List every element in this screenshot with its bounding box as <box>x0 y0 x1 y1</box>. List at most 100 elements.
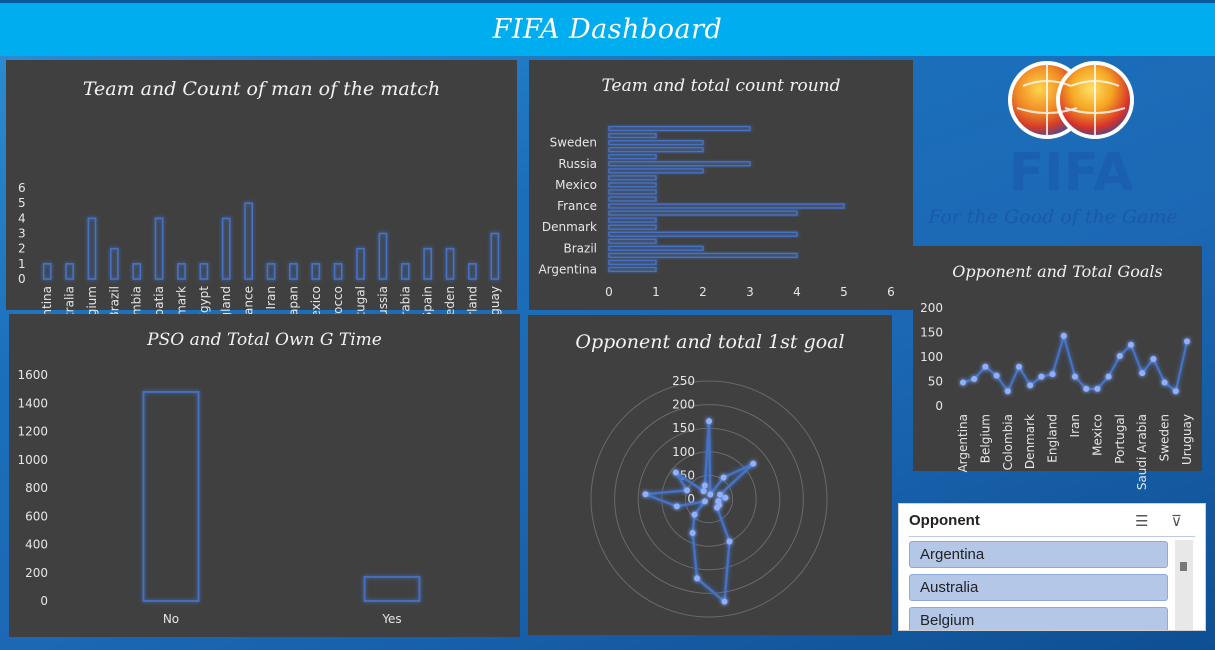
chart-panel-first-goal[interactable]: Opponent and total 1st goal 0 50 100 150 200… <box>528 315 892 635</box>
bar <box>608 147 704 153</box>
data-point <box>1184 338 1190 345</box>
x-tick-label: 6 <box>887 285 895 299</box>
x-tick-label: 3 <box>746 285 754 299</box>
slicer-item-belgium[interactable]: Belgium <box>909 607 1168 630</box>
y-tick-label: 1200 <box>17 425 48 439</box>
y-tick-label: 5 <box>18 196 26 210</box>
chart-title: Opponent and Total Goals <box>952 262 1163 281</box>
opponent-slicer[interactable]: Opponent ☰ ⊽ Argentina Australia Belgium <box>898 503 1206 631</box>
x-tick-label: 2 <box>699 285 707 299</box>
data-point <box>1139 370 1146 377</box>
data-point <box>1027 382 1034 389</box>
y-tick-label: Denmark <box>542 220 597 234</box>
data-point <box>971 376 978 383</box>
x-tick-label: Argentina <box>956 414 970 473</box>
chart-panel-pso-own-goal-time[interactable]: PSO and Total Own G Time 0 200 400 600 800 10… <box>9 314 520 637</box>
dashboard-header: FIFA Dashboard <box>0 0 1215 56</box>
data-point <box>721 598 728 605</box>
bar <box>608 252 798 259</box>
data-point <box>1004 388 1011 395</box>
data-point <box>1049 371 1056 378</box>
data-point <box>1116 353 1123 360</box>
chart-panel-count-round[interactable]: Team and total count round Argentina Braz… <box>529 60 913 310</box>
chart-title: Opponent and total 1st goal <box>575 331 845 353</box>
fifa-logo-graphic: FIFA For the Good of the Game <box>927 61 1178 228</box>
bar <box>608 154 657 160</box>
bar <box>109 247 119 280</box>
slicer-item-australia[interactable]: Australia <box>909 574 1168 601</box>
data-point <box>722 494 729 501</box>
y-tick-label: 6 <box>18 181 26 195</box>
bar <box>199 263 209 280</box>
multi-select-icon[interactable]: ☰ <box>1135 513 1149 530</box>
data-point <box>1161 379 1168 386</box>
bar <box>356 247 365 280</box>
y-tick-label: 1 <box>18 257 26 271</box>
y-tick-label: 200 <box>25 566 48 580</box>
chart-title: PSO and Total Own G Time <box>147 330 382 350</box>
data-point <box>1150 355 1157 362</box>
y-tick-label: 800 <box>25 481 48 495</box>
y-tick-label: Mexico <box>555 178 597 192</box>
y-tick-label: 1600 <box>17 368 48 382</box>
data-point <box>706 418 712 425</box>
data-point <box>720 474 727 481</box>
data-point <box>1083 385 1090 392</box>
bar <box>608 168 704 174</box>
bar <box>608 125 751 132</box>
fifa-slogan: For the Good of the Game <box>927 206 1178 228</box>
y-tick-label: 600 <box>25 509 48 523</box>
data-point <box>1172 388 1179 395</box>
data-point <box>1128 341 1134 348</box>
bar <box>608 231 798 237</box>
x-tick-label: 1 <box>652 285 660 299</box>
bar <box>608 189 657 195</box>
bar <box>142 391 200 602</box>
data-point <box>694 575 701 582</box>
y-tick-label: 200 <box>920 301 943 315</box>
bar <box>608 245 704 251</box>
x-tick-label: Uruguay <box>1180 414 1194 465</box>
bar <box>608 203 845 209</box>
data-point <box>707 491 714 498</box>
bar <box>288 263 298 280</box>
bar <box>378 232 388 280</box>
bar-chart-pso-own-goal-time: 0 200 400 600 800 1000 1200 1400 1600 No Yes <box>17 368 421 626</box>
data-point <box>684 487 691 494</box>
slicer-scrollbar[interactable] <box>1175 540 1193 630</box>
slicer-item-argentina[interactable]: Argentina <box>909 541 1168 568</box>
x-tick-label: Denmark <box>1023 414 1037 469</box>
data-point <box>689 530 696 537</box>
data-point <box>701 498 708 505</box>
x-tick-label: Yes <box>381 612 401 626</box>
bar <box>468 263 477 280</box>
fifa-logo: FIFA For the Good of the Game <box>913 56 1215 246</box>
radar-gridline <box>590 380 828 618</box>
bar <box>266 263 276 280</box>
data-point <box>1072 373 1078 380</box>
y-tick-label: 4 <box>18 211 26 225</box>
x-tick-label: Mexico <box>1090 414 1104 456</box>
data-point <box>714 504 721 511</box>
data-point <box>1094 385 1101 392</box>
chart-panel-total-goals[interactable]: Opponent and Total Goals 0 50 100 150 200 Arg… <box>913 246 1202 490</box>
data-point <box>1105 373 1112 380</box>
slicer-header: Opponent ☰ ⊽ <box>909 512 1195 537</box>
bar <box>244 202 254 280</box>
x-tick-label: 4 <box>793 285 801 299</box>
bar <box>608 224 657 230</box>
x-tick-label: England <box>1046 414 1060 463</box>
bar <box>608 238 657 244</box>
bar <box>608 175 657 181</box>
bar <box>42 263 52 280</box>
slicer-scroll-thumb[interactable] <box>1180 562 1187 571</box>
clear-filter-icon[interactable]: ⊽ <box>1171 513 1182 530</box>
chart-title: Team and Count of man of the match <box>82 78 441 100</box>
data-point <box>672 469 679 476</box>
r-tick-label: 150 <box>672 421 695 435</box>
y-tick-label: 2 <box>18 242 26 256</box>
bar <box>423 247 433 280</box>
x-tick-label: Japan <box>286 286 300 320</box>
